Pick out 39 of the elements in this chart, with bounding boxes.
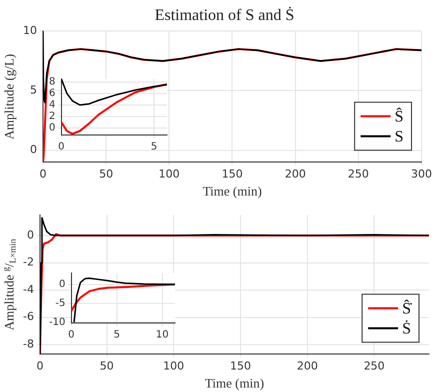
legend-label: Ŝ̇ (402, 299, 412, 318)
x-tick-label: 0 (68, 330, 75, 341)
x-tick-label: 200 (284, 168, 306, 181)
x-tick-label: 10 (156, 330, 169, 341)
x-tick-label: 250 (348, 168, 369, 181)
x-tick-label: 50 (100, 360, 114, 373)
x-tick-label: 0 (39, 168, 46, 181)
y-tick-label: 5 (30, 84, 37, 97)
legend-label: Ŝ (394, 107, 404, 126)
y-tick-label: 10 (22, 24, 37, 38)
x-tick-label: 200 (296, 360, 318, 373)
x-tick-label: 5 (114, 330, 120, 341)
y-tick-label: 0 (26, 228, 34, 242)
x-tick-label: 150 (230, 360, 251, 373)
x-tick-label: 300 (411, 168, 432, 181)
y-tick-label: -4 (23, 282, 34, 296)
legend-label: Ṡ (402, 319, 412, 338)
y-tick-label: -8 (23, 338, 34, 351)
y-tick-label: -5 (55, 298, 66, 309)
x-tick-label: 250 (364, 360, 385, 373)
chart-title: Estimation of S and Ṡ (154, 6, 294, 24)
x-tick-label: 100 (158, 168, 180, 181)
y-tick-label: -2 (23, 256, 34, 269)
y-tick-label: 8 (48, 76, 56, 88)
y-tick-label: -10 (48, 316, 66, 328)
y-axis-title: Amplitude (g/L) (1, 54, 16, 140)
x-axis-title: Time (min) (204, 376, 264, 391)
y-tick-label: 4 (48, 100, 56, 111)
x-tick-label: 150 (222, 168, 243, 181)
x-axis-title: Time (min) (202, 184, 262, 199)
y-tick-label: -6 (23, 310, 34, 324)
y-tick-label: 2 (48, 111, 56, 122)
y-axis-title: Amplitude g/L×min (0, 238, 18, 330)
y-tick-label: 6 (48, 88, 56, 100)
x-tick-label: 100 (163, 360, 184, 373)
x-tick-label: 50 (99, 168, 114, 181)
y-tick-label: 0 (58, 278, 66, 290)
y-tick-label: 0 (48, 122, 56, 134)
legend-label: S (394, 128, 404, 146)
